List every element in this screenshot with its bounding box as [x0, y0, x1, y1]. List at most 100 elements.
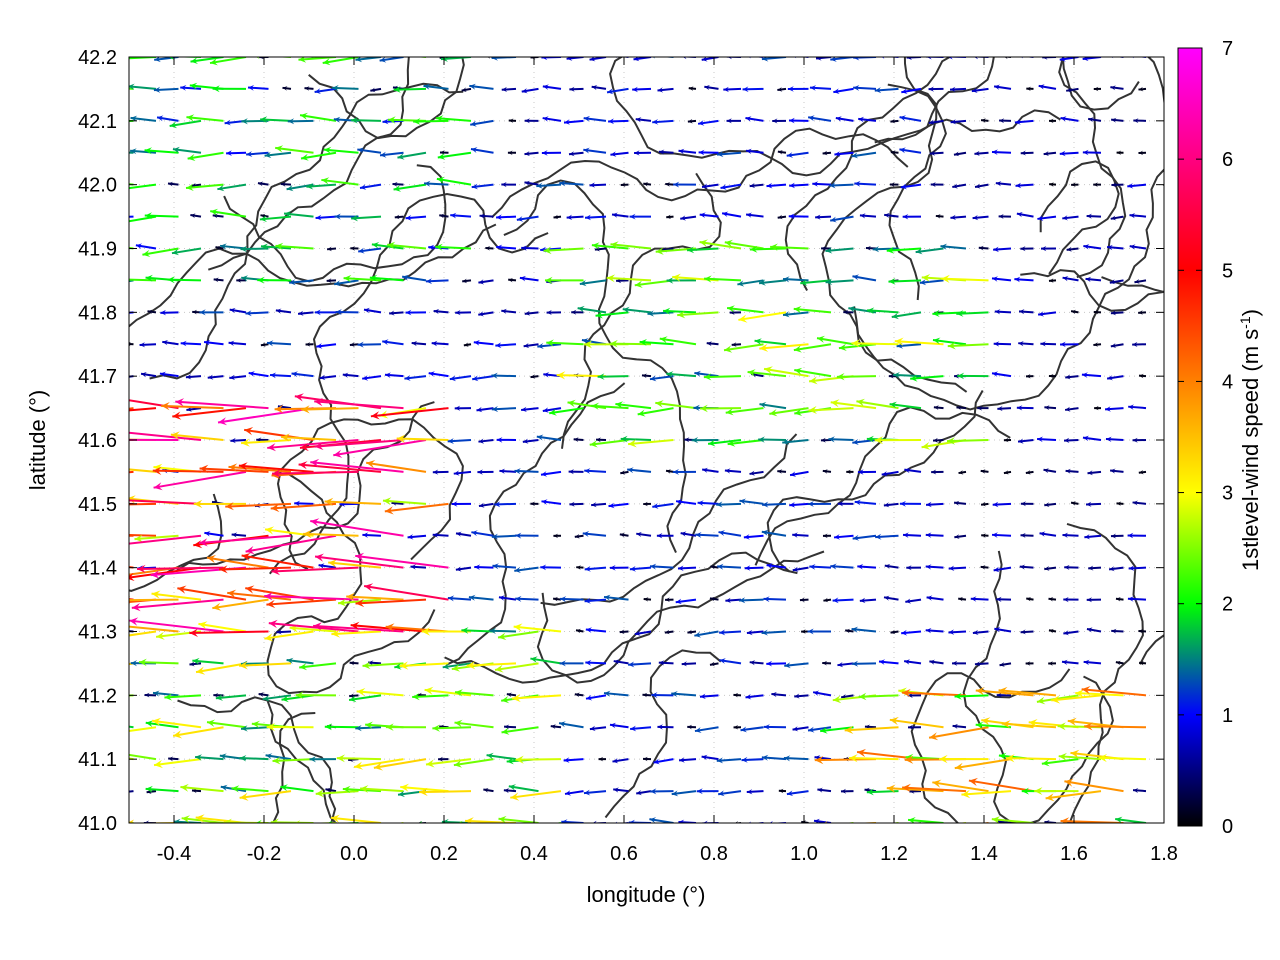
wind-arrow [817, 787, 832, 793]
wind-arrow [1015, 182, 1034, 189]
wind-arrow [801, 629, 809, 634]
wind-arrow [239, 661, 292, 670]
wind-arrow [954, 758, 1012, 771]
wind-arrow [1017, 438, 1034, 444]
wind-arrow [498, 595, 517, 601]
wind-arrow [357, 341, 382, 348]
wind-arrow [140, 372, 157, 378]
wind-arrow [516, 215, 539, 222]
wind-arrow [1062, 532, 1079, 538]
wind-arrow [335, 309, 359, 315]
wind-arrow [1081, 686, 1147, 697]
wind-arrow [999, 118, 1012, 124]
wind-arrow [1061, 659, 1079, 665]
wind-arrow [581, 338, 607, 346]
wind-arrow [993, 566, 1012, 573]
wind-arrow [305, 342, 314, 347]
wind-arrow [840, 788, 854, 794]
wind-arrow [1025, 470, 1034, 475]
wind-arrow [266, 723, 314, 732]
wind-arrow [933, 405, 944, 410]
wind-arrow [546, 339, 584, 347]
wind-arrow [1133, 118, 1147, 124]
wind-arrow [748, 57, 764, 59]
wind-arrow [991, 276, 1012, 282]
wind-arrow [473, 340, 494, 346]
wind-arrow [766, 182, 787, 189]
contour-line [269, 192, 549, 575]
wind-arrow [491, 533, 517, 540]
wind-arrow [576, 565, 584, 570]
wind-arrow [198, 534, 292, 547]
wind-arrow [687, 118, 697, 124]
wind-arrow [300, 151, 337, 161]
wind-arrow [330, 814, 382, 823]
wind-arrow [441, 818, 472, 823]
wind-arrow [454, 689, 494, 697]
wind-arrow [309, 756, 337, 763]
wind-arrow [314, 309, 337, 316]
wind-arrow [907, 692, 922, 698]
wind-arrow [1106, 244, 1124, 251]
x-tick-label: 1.0 [790, 843, 818, 865]
wind-arrow [636, 790, 652, 796]
wind-arrow [568, 469, 584, 475]
wind-arrow [1129, 213, 1147, 219]
wind-arrow [720, 183, 742, 190]
wind-arrow [859, 213, 877, 219]
wind-arrow [1058, 752, 1102, 761]
wind-arrow [904, 467, 922, 474]
wind-arrow [470, 119, 494, 127]
wind-arrow [1036, 694, 1079, 705]
wind-arrow [832, 597, 854, 604]
wind-arrow [614, 821, 629, 823]
wind-arrow [686, 246, 719, 254]
wind-arrow [992, 501, 1012, 508]
wind-arrow [543, 246, 584, 255]
wind-arrow [168, 756, 179, 762]
wind-arrow [1088, 565, 1102, 571]
wind-arrow [591, 820, 606, 823]
wind-arrow [784, 662, 809, 669]
wind-arrow [947, 342, 989, 350]
wind-arrow [874, 436, 922, 445]
wind-arrow [594, 246, 607, 252]
wind-arrow [958, 596, 967, 602]
wind-arrow [129, 407, 157, 412]
wind-arrow [666, 371, 697, 378]
wind-arrow [583, 147, 607, 154]
y-axis-ticks: 41.0 41.1 41.2 41.3 41.4 41.5 41.6 41.7 41.8 41.9… [78, 47, 1164, 835]
wind-arrow [349, 342, 359, 347]
colorbar-gradient [1177, 47, 1203, 827]
wind-arrow [634, 150, 652, 156]
wind-arrow [571, 309, 584, 315]
wind-arrow [577, 305, 607, 314]
wind-arrow [299, 112, 337, 122]
wind-arrow [1116, 150, 1124, 155]
wind-arrow [342, 372, 359, 378]
wind-arrow [411, 340, 427, 347]
wind-arrow [144, 212, 179, 220]
wind-arrow [772, 118, 787, 124]
wind-arrow [585, 694, 607, 701]
wind-arrow [845, 628, 854, 634]
wind-arrow [725, 597, 742, 603]
wind-arrow [643, 182, 652, 187]
wind-arrow [1016, 212, 1034, 218]
wind-arrow [759, 343, 809, 352]
wind-arrow [915, 247, 944, 255]
wind-arrow [651, 692, 674, 698]
wind-arrow [564, 790, 584, 796]
wind-arrow [392, 181, 404, 187]
wind-arrow [295, 691, 337, 699]
wind-arrow [371, 242, 404, 250]
wind-arrow [167, 276, 202, 284]
wind-arrow [946, 437, 989, 445]
wind-arrow [1049, 182, 1057, 187]
wind-arrow [809, 564, 832, 570]
wind-arrow [928, 119, 944, 125]
x-tick-label: 1.8 [1150, 843, 1178, 865]
wind-arrow [501, 182, 517, 188]
wind-arrow [358, 247, 382, 254]
